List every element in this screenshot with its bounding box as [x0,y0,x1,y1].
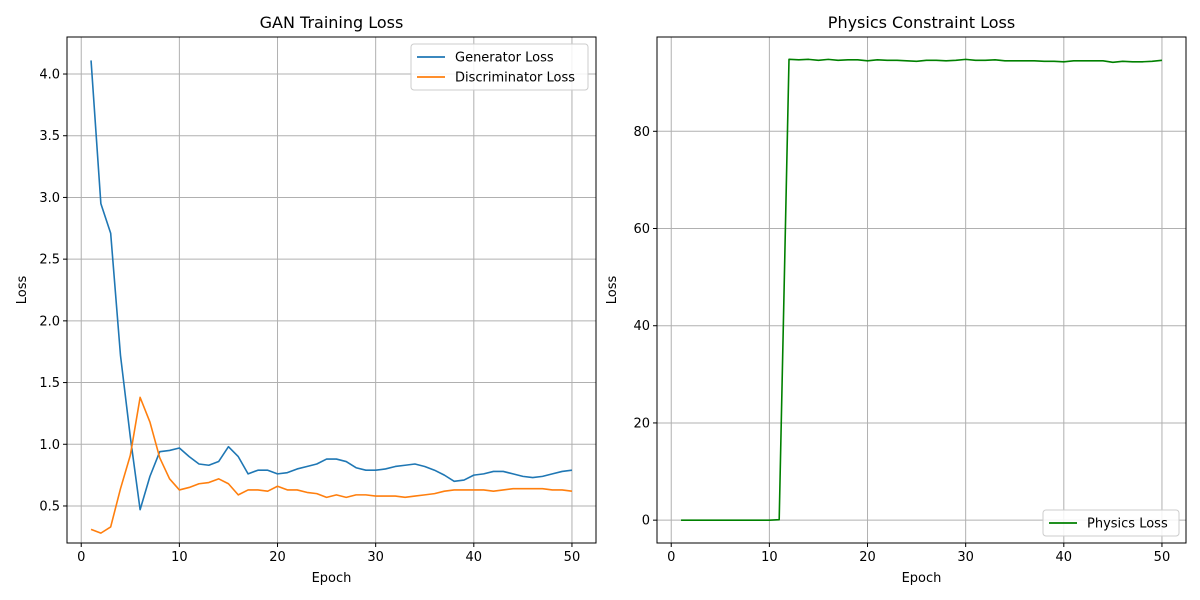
legend: Generator Loss Discriminator Loss [410,43,589,91]
x-tick-label: 0 [77,550,85,565]
y-tick-label: 3.5 [39,129,60,144]
y-tick-label: 20 [633,416,650,431]
y-tick-label: 2.0 [39,314,60,329]
x-axis-label: Epoch [312,571,352,586]
legend-box [410,43,589,91]
legend: Physics Loss [1042,509,1180,537]
x-tick-label: 0 [667,550,675,565]
y-tick-label: 60 [633,222,650,237]
x-tick-label: 10 [761,550,778,565]
x-tick-label: 40 [466,550,483,565]
y-tick-label: 4.0 [39,68,60,83]
legend-entry-label: Physics Loss [1087,517,1168,532]
y-axis-label: Loss [605,276,620,305]
x-tick-label: 20 [269,550,286,565]
chart-panel-2: 0 10 20 30 40 50 0 20 40 60 80 Physics Constraint L… [605,13,1187,586]
x-tick-label: 50 [564,550,581,565]
x-tick-label: 20 [859,550,876,565]
legend-box [1042,509,1180,537]
chart-panel-1: 0 10 20 30 40 50 0.5 1.0 1.5 2.0 2.5 3.0 3.5 4.0 GAN T… [15,13,597,586]
y-tick-label: 3.0 [39,191,60,206]
y-tick-label: 0 [642,514,650,529]
series-line-discriminator-loss [90,396,573,534]
y-tick-label: 0.5 [39,499,60,514]
series-line-physics-loss [681,58,1163,521]
series-line-generator-loss [90,60,573,511]
x-tick-label: 30 [367,550,384,565]
plot-frame [66,36,597,544]
y-tick-label: 2.5 [39,253,60,268]
x-tick-label: 40 [1056,550,1073,565]
y-tick-label: 1.0 [39,438,60,453]
chart-title: GAN Training Loss [260,13,404,32]
y-tick-label: 80 [633,125,650,140]
chart-title: Physics Constraint Loss [828,13,1015,32]
y-tick-label: 40 [633,319,650,334]
legend-entry-label: Generator Loss [455,51,554,66]
legend-entry-label: Discriminator Loss [455,71,575,86]
x-tick-label: 10 [171,550,188,565]
x-tick-label: 50 [1154,550,1171,565]
y-axis-label: Loss [15,276,30,305]
y-tick-label: 1.5 [39,376,60,391]
plot-frame [656,36,1187,544]
x-tick-label: 30 [957,550,974,565]
x-axis-label: Epoch [902,571,942,586]
